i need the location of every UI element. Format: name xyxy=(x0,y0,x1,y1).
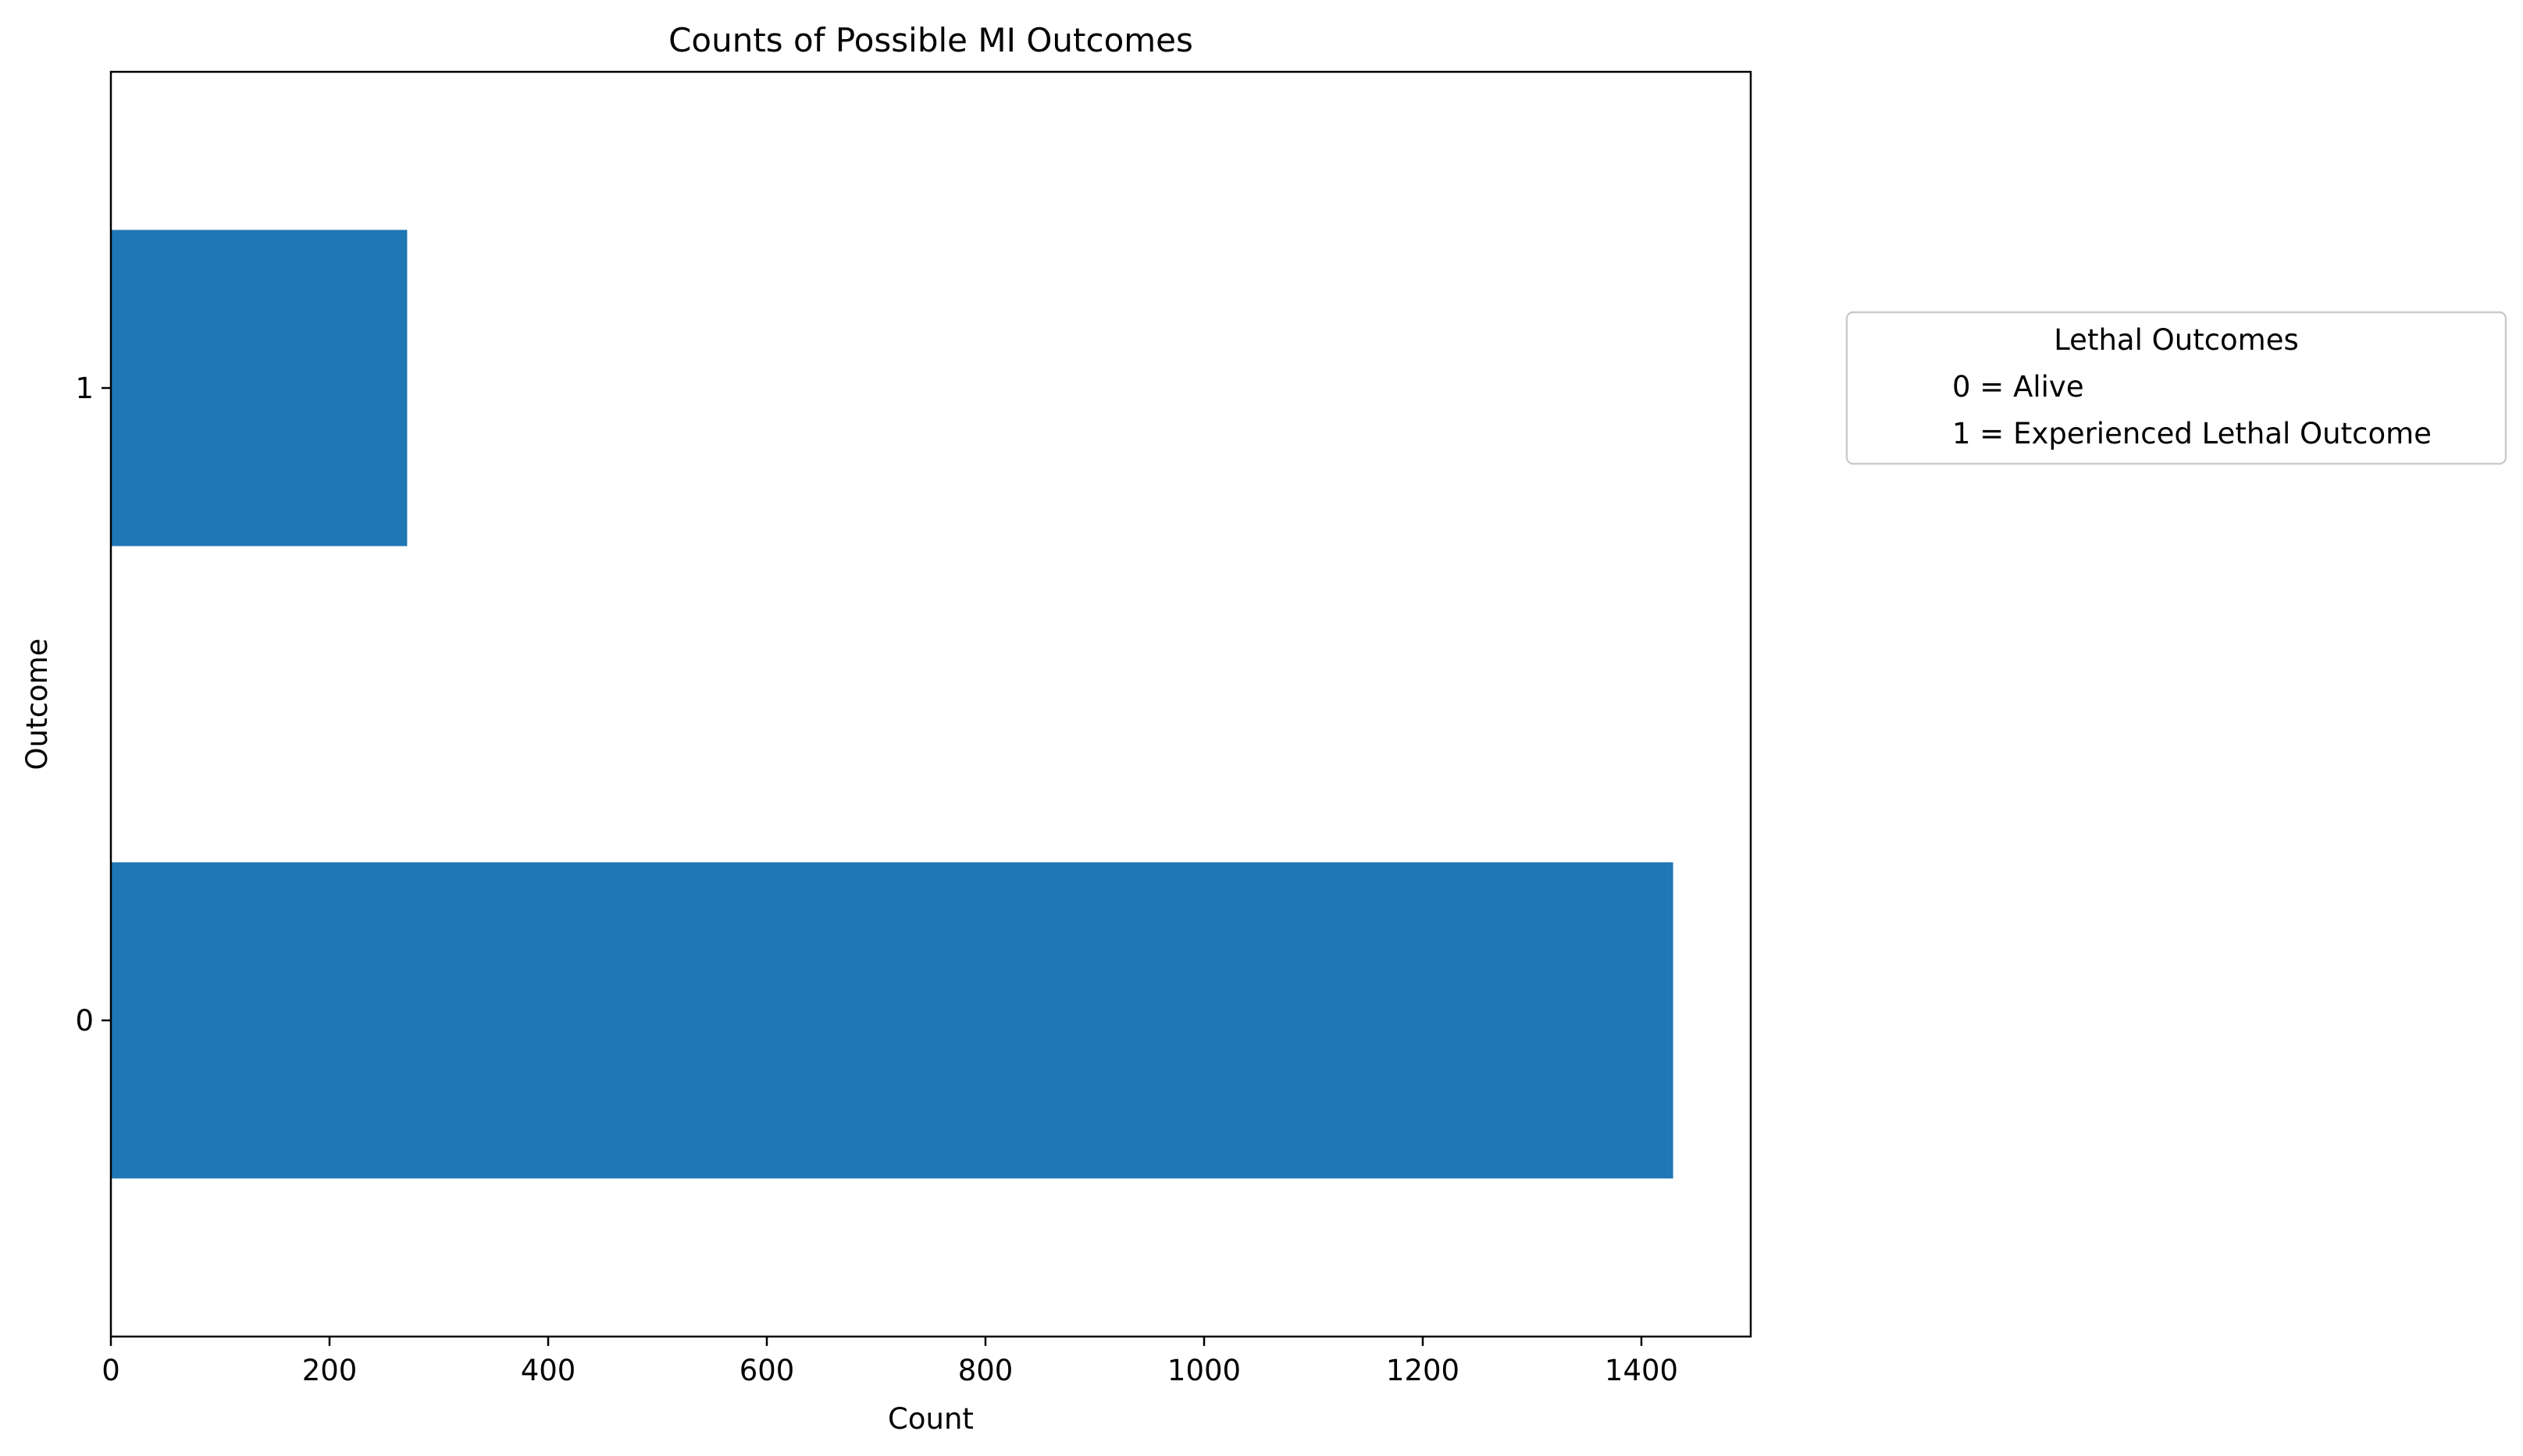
legend-entry-alive: 0 = Alive xyxy=(1952,370,2084,404)
bar-0 xyxy=(111,862,1673,1179)
x-tick-label: 0 xyxy=(102,1354,120,1387)
x-axis-label: Count xyxy=(888,1402,974,1436)
bars xyxy=(111,230,1673,1179)
legend: Lethal Outcomes 0 = Alive 1 = Experience… xyxy=(1845,311,2507,465)
x-tick-label: 400 xyxy=(521,1354,576,1387)
y-tick-label: 1 xyxy=(75,372,94,405)
x-tick-label: 200 xyxy=(302,1354,358,1387)
plot-frame xyxy=(109,70,1752,1338)
legend-title: Lethal Outcomes xyxy=(2054,323,2299,357)
bar-1 xyxy=(111,230,408,546)
x-tick-label: 1000 xyxy=(1167,1354,1241,1387)
y-axis-label: Outcome xyxy=(20,639,54,771)
y-tick-label: 0 xyxy=(75,1004,94,1038)
chart-title: Counts of Possible MI Outcomes xyxy=(668,21,1193,59)
x-tick-label: 600 xyxy=(739,1354,795,1387)
legend-box xyxy=(1845,311,2507,465)
x-tick-label: 1400 xyxy=(1605,1354,1678,1387)
x-tick-label: 1200 xyxy=(1386,1354,1459,1387)
x-axis-ticks: 0 200 400 600 800 1000 1200 1400 xyxy=(102,1337,1678,1387)
x-tick-label: 800 xyxy=(958,1354,1014,1387)
y-axis-ticks: 01 xyxy=(75,372,111,1038)
legend-entry-lethal: 1 = Experienced Lethal Outcome xyxy=(1952,417,2432,450)
